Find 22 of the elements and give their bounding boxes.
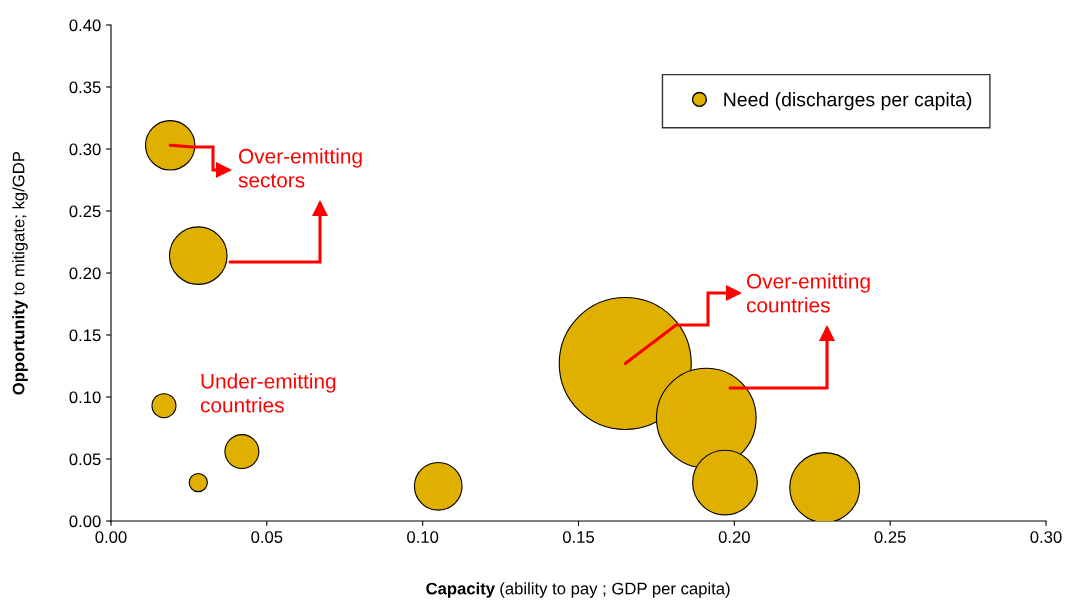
y-axis-title: Opportunity to mitigate; kg/GDP bbox=[12, 152, 28, 395]
y-tick-label: 0.20 bbox=[69, 267, 101, 280]
y-tick-label: 0.15 bbox=[69, 329, 101, 342]
x-tick-label: 0.05 bbox=[251, 531, 283, 543]
x-axis-title: Capacity (ability to pay ; GDP per capita) bbox=[426, 582, 730, 598]
x-tick-label: 0.25 bbox=[874, 531, 906, 543]
annotation: Under-emitting countries bbox=[200, 373, 336, 413]
x-tick-label: 0.00 bbox=[95, 531, 127, 543]
annotation: Over-emitting countries bbox=[746, 273, 870, 313]
x-tick-label: 0.15 bbox=[562, 531, 595, 543]
x-tick-label: 0.20 bbox=[718, 531, 750, 543]
annotation: Over-emitting sectors bbox=[238, 148, 362, 188]
y-tick-label: 0.40 bbox=[69, 19, 101, 32]
x-tick-label: 0.30 bbox=[1030, 531, 1062, 543]
y-tick-label: 0.10 bbox=[69, 391, 101, 404]
y-tick-label: 0.05 bbox=[69, 453, 101, 466]
legend-label: Need (discharges per capita) bbox=[724, 92, 972, 111]
y-tick-label: 0.25 bbox=[69, 205, 101, 218]
y-tick-label: 0.35 bbox=[69, 81, 101, 94]
y-tick-label: 0.00 bbox=[69, 515, 101, 528]
y-tick-label: 0.30 bbox=[69, 143, 101, 156]
x-tick-label: 0.10 bbox=[407, 531, 439, 543]
